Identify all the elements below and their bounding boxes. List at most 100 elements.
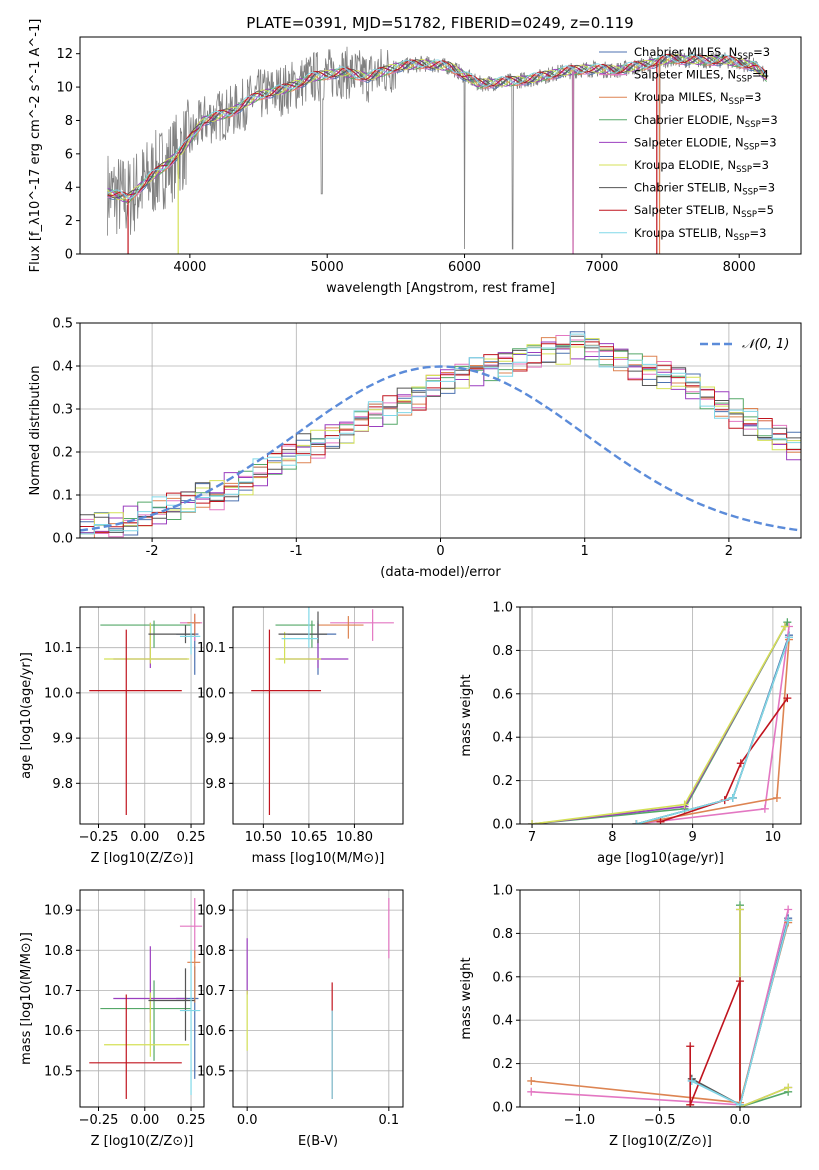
x-tick-label: 8000 [723,260,756,275]
x-tick-label: 7000 [585,260,618,275]
legend-subscript: SSP [741,210,757,220]
x-tick-label: 10 [765,830,782,845]
x-tick-label: 0.1 [378,1113,399,1128]
weight-line [739,909,789,1107]
y-axis-label: mass [log10(M/M⊙)] [19,932,34,1065]
axes-frame [519,606,802,825]
y-tick-label: 9.8 [52,777,73,792]
weight-vs-Z-panel: −1.0 −0.5 0.0 0.0 0.2 0.4 0.6 0.8 1.0 Z [log10(Z/… [459,884,802,1149]
age-vs-Z-panel: −0.25 0.00 0.25 9.8 9.9 10.0 10.1 Z [log10(Z/Z⊙… [19,606,206,866]
weight-marker [735,1100,744,1107]
x-tick-label: 1 [581,544,589,559]
weight-marker [632,820,641,824]
legend-subscript: SSP [737,52,753,62]
y-tick-label: 10.1 [44,641,73,656]
x-tick-label: 0.0 [237,1113,258,1128]
y-tick-label: 0.3 [52,403,73,418]
weight-vs-age-plot-area [528,618,793,824]
x-axis-label: age [log10(age/yr)] [597,851,724,866]
y-tick-label: 12 [56,47,73,62]
y-tick-label: 4 [65,181,73,196]
histogram-step [80,337,801,538]
x-tick-label: 0.25 [177,830,206,845]
weight-marker [687,1076,696,1085]
normal-reference-curve [80,365,801,532]
weight-marker [780,622,789,631]
legend-label: Chabrier STELIB, NSSP=3 [634,181,775,198]
x-axis-label: wavelength [Angstrom, rest frame] [326,281,555,296]
histogram-step [80,341,801,534]
y-tick-label: 0.6 [492,970,513,985]
weight-line [689,980,741,1106]
legend-subscript: SSP [744,142,760,152]
legend-label: Salpeter ELODIE, NSSP=3 [634,135,777,152]
histogram-step [80,338,801,535]
spectrum-legend: Chabrier MILES, NSSP=3 Salpeter MILES, NS… [599,45,778,243]
y-axis-label: Normed distribution [28,366,43,496]
weight-vs-age-panel: 7 8 9 10 0.0 0.2 0.4 0.6 0.8 1.0 age [log10(age/yr… [459,601,802,866]
y-tick-label: 10.5 [197,1064,226,1079]
legend-count: =3 [752,158,769,172]
y-tick-label: 0.4 [492,731,513,746]
legend-subscript: SSP [736,165,752,175]
x-tick-label: 10.50 [245,830,282,845]
y-tick-label: 2 [65,214,73,229]
x-tick-label: −0.25 [79,830,119,845]
spectrum-panel: 4000 5000 6000 7000 8000 0 2 4 6 8 10 12 wavelength … [28,19,802,296]
weight-marker [772,793,781,802]
weight-marker [735,977,744,986]
y-tick-label: 6 [65,147,73,162]
age-vs-mass-panel: 10.50 10.65 10.80 9.8 9.9 10.0 10.1 mass [log10… [197,606,404,866]
mass-vs-Z-plot-area [89,898,203,1099]
weight-marker [686,1042,695,1051]
x-tick-label: 10.65 [290,830,327,845]
y-tick-label: 0.2 [492,774,513,789]
y-tick-label: 10.7 [197,984,226,999]
panels: 4000 5000 6000 7000 8000024681012wavelength … [19,19,802,1149]
legend-count: =3 [749,226,766,240]
weight-marker [735,905,744,914]
legend-subscript: SSP [729,97,745,107]
y-axis-label: mass weight [459,674,474,756]
legend-subscript: SSP [734,233,750,243]
axes-frame [79,36,802,255]
weight-vs-Z-plot-area [527,901,793,1107]
y-tick-label: 1.0 [492,884,513,899]
x-tick-label: 0.00 [130,1113,159,1128]
x-tick-label: 8 [608,830,616,845]
y-tick-label: 0.4 [492,1014,513,1029]
mass-vs-ebv-panel: 0.0 0.1 10.5 10.6 10.7 10.8 10.9 E(B-V) [197,889,404,1149]
spectrum-model-line [107,56,768,202]
x-axis-label: Z [log10(Z/Z⊙)] [609,1134,712,1149]
legend-label: 𝒩(0, 1) [742,337,789,352]
y-tick-label: 0.2 [492,1057,513,1072]
y-tick-label: 0 [65,248,73,263]
x-tick-label: 7 [528,830,536,845]
weight-marker [528,820,537,824]
y-tick-label: 0.2 [52,446,73,461]
weight-marker [783,618,792,627]
x-axis-label: Z [log10(Z/Z⊙)] [91,1134,194,1149]
legend-label: Kroupa ELODIE, NSSP=3 [634,158,769,175]
legend-subscript: SSP [745,120,761,130]
legend-count: =3 [758,181,775,195]
x-tick-label: 10.80 [336,830,373,845]
axes-frame [232,889,404,1108]
x-tick-label: 0.25 [177,1113,206,1128]
weight-marker [680,800,689,809]
y-tick-label: 10 [56,81,73,96]
legend-label: Chabrier MILES, NSSP=3 [634,45,770,62]
x-tick-label: 0 [436,544,444,559]
x-tick-label: 9 [688,830,696,845]
y-axis-label: mass weight [459,957,474,1039]
legend-count: =3 [744,90,761,104]
y-tick-label: 10.9 [197,904,226,919]
histogram-step [80,335,801,538]
weight-marker [783,694,792,703]
residuals-panel: -2 -1 0 1 2 0.0 0.1 0.2 0.3 0.4 0.5 (data-model)/er… [28,317,802,580]
weight-marker [784,905,793,914]
y-tick-label: 8 [65,114,73,129]
weight-marker [736,759,745,768]
x-tick-label: −0.5 [644,1113,676,1128]
